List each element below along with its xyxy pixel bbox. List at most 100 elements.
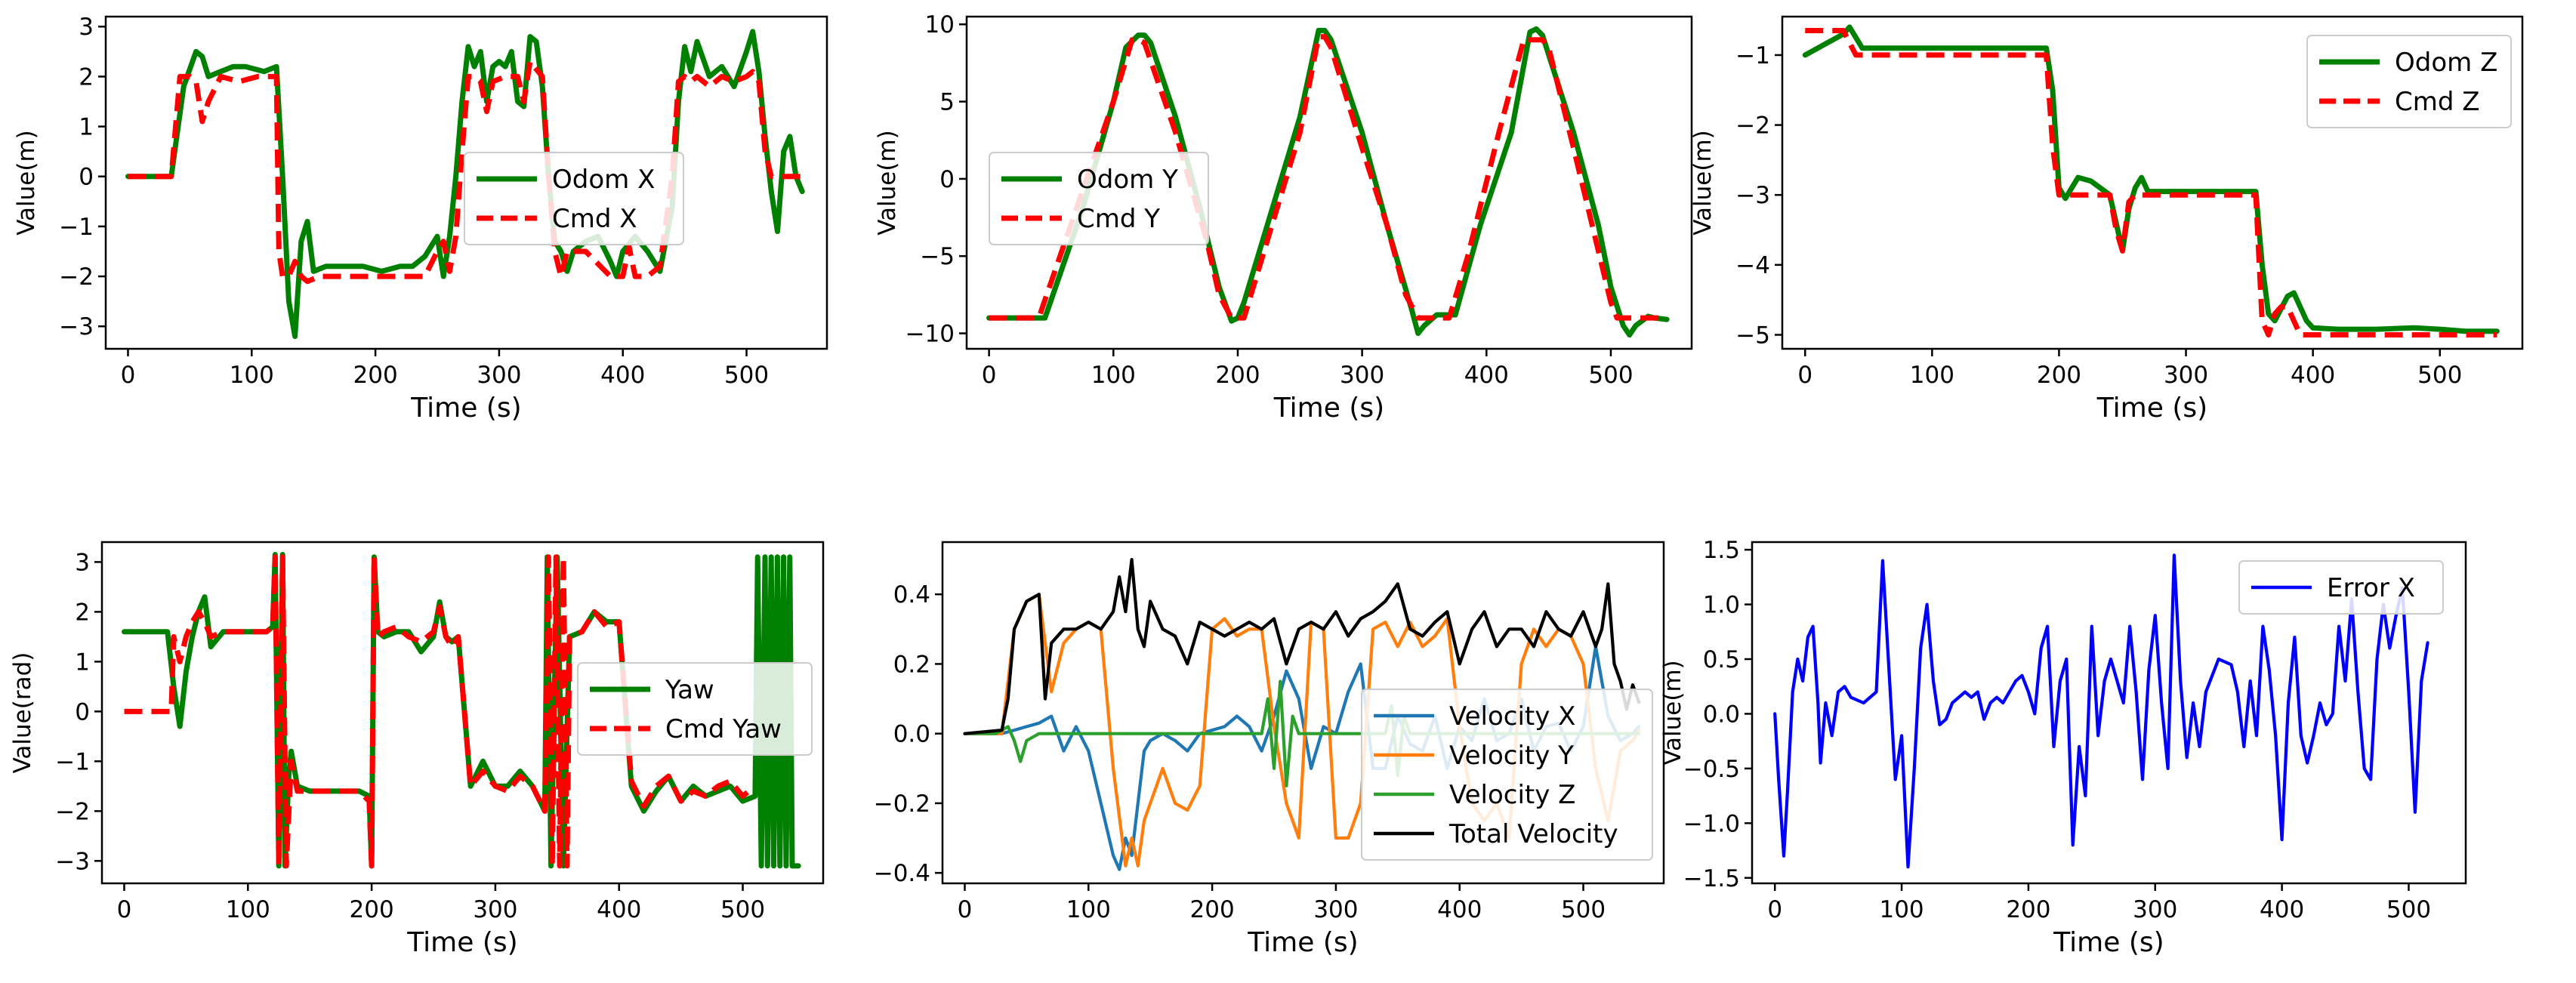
legend-label: Velocity X bbox=[1449, 701, 1575, 732]
y-tick-label: −2 bbox=[59, 263, 94, 291]
y-tick-label: −2 bbox=[1735, 112, 1770, 140]
y-tick-label: 2 bbox=[75, 599, 90, 626]
legend-label: Cmd Z bbox=[2395, 87, 2480, 117]
y-tick-label: −1 bbox=[59, 214, 94, 241]
y-tick-label: −1.0 bbox=[1683, 810, 1740, 837]
legend-box bbox=[577, 662, 813, 756]
x-tick-label: 200 bbox=[2037, 362, 2081, 389]
x-tick-label: 400 bbox=[600, 362, 645, 389]
y-tick-label: −1 bbox=[55, 748, 90, 775]
x-tick-label: 500 bbox=[2417, 362, 2462, 389]
axes-frame bbox=[100, 541, 825, 885]
legend-label: Odom Z bbox=[2395, 48, 2497, 78]
subplot-yaw: 0 100 200 300 400 500 −3 −2 −1 0 1 2 3 Time (s) Value(… bbox=[9, 541, 825, 958]
y-tick-label: 1.0 bbox=[1703, 592, 1740, 619]
x-axis-label: Time (s) bbox=[406, 927, 517, 958]
x-tick-label: 300 bbox=[2133, 896, 2177, 923]
plot-area bbox=[125, 29, 805, 339]
series-line-odom-y bbox=[986, 26, 1670, 338]
y-tick-label: 5 bbox=[939, 89, 955, 116]
x-tick-label: 500 bbox=[724, 362, 769, 389]
y-tick-label: 0 bbox=[79, 164, 94, 191]
x-tick-label: 300 bbox=[2164, 362, 2208, 389]
x-tick-label: 0 bbox=[958, 896, 973, 923]
legend: Error X bbox=[2238, 560, 2444, 615]
y-tick-label: 10 bbox=[925, 11, 955, 39]
plot-area bbox=[1802, 24, 2500, 337]
x-tick-label: 200 bbox=[1215, 362, 1260, 389]
axes-frame bbox=[104, 15, 828, 350]
x-tick-label: 500 bbox=[1588, 362, 1633, 389]
series-line-velocity-y bbox=[963, 593, 1641, 868]
y-tick-label: 0.4 bbox=[893, 581, 930, 609]
legend-label: Yaw bbox=[665, 675, 714, 705]
series-line-odom-x bbox=[125, 29, 805, 339]
x-tick-label: 200 bbox=[2006, 896, 2050, 923]
y-tick-label: 1.5 bbox=[1703, 537, 1740, 564]
x-tick-label: 200 bbox=[353, 362, 398, 389]
series-line-cmd-y bbox=[989, 34, 1667, 321]
legend: Velocity X Velocity Y Velocity Z Total Velo… bbox=[1361, 689, 1653, 861]
subplot-odom-y: 0 100 200 300 400 500 −10 −5 0 5 10 Time (s) Value(m… bbox=[874, 11, 1693, 424]
x-tick-label: 300 bbox=[477, 362, 521, 389]
legend: Odom Y Cmd Y bbox=[989, 152, 1209, 245]
subplot-error-x: 0 100 200 300 400 500 −1.5 −1.0 −0.5 0.0 0.5 1.0 1.5… bbox=[1659, 537, 2467, 958]
x-tick-label: 100 bbox=[1091, 362, 1136, 389]
axes-frame bbox=[965, 15, 1693, 350]
y-tick-label: 3 bbox=[75, 549, 90, 576]
x-tick-label: 400 bbox=[597, 896, 641, 923]
x-tick-label: 400 bbox=[2260, 896, 2304, 923]
plot-area bbox=[1773, 553, 2429, 869]
legend-box bbox=[2306, 35, 2512, 128]
y-tick-label: −0.4 bbox=[874, 860, 930, 887]
x-tick-label: 400 bbox=[1464, 362, 1509, 389]
legend-box bbox=[1361, 689, 1653, 861]
legend-label: Velocity Y bbox=[1449, 741, 1574, 771]
legend-label: Cmd Yaw bbox=[665, 714, 782, 744]
legend-box bbox=[2238, 560, 2444, 615]
legend-label: Odom Y bbox=[1077, 165, 1178, 195]
y-tick-label: −3 bbox=[1735, 182, 1770, 209]
x-axis-label: Time (s) bbox=[2053, 927, 2164, 958]
x-tick-label: 100 bbox=[1066, 896, 1111, 923]
series-line-total-velocity bbox=[963, 557, 1641, 735]
legend: Yaw Cmd Yaw bbox=[577, 662, 813, 756]
y-tick-label: 0.2 bbox=[893, 651, 930, 678]
y-tick-label: 2 bbox=[79, 63, 94, 91]
y-tick-label: −10 bbox=[905, 321, 955, 348]
x-tick-label: 100 bbox=[1910, 362, 1954, 389]
legend-box bbox=[464, 152, 684, 245]
y-tick-label: −3 bbox=[55, 848, 90, 875]
x-tick-label: 0 bbox=[1767, 896, 1782, 923]
x-tick-label: 500 bbox=[1561, 896, 1606, 923]
axes-frame bbox=[941, 541, 1665, 885]
x-tick-label: 300 bbox=[473, 896, 517, 923]
series-line-error-x bbox=[1773, 553, 2429, 869]
y-tick-label: −2 bbox=[55, 798, 90, 825]
axes-frame bbox=[1781, 15, 2524, 350]
legend-label: Total Velocity bbox=[1448, 819, 1618, 849]
x-tick-label: 0 bbox=[121, 362, 136, 389]
y-tick-label: −1.5 bbox=[1683, 865, 1740, 892]
y-tick-label: 0.0 bbox=[1703, 701, 1740, 728]
plot-area bbox=[986, 26, 1670, 338]
x-tick-label: 100 bbox=[226, 896, 270, 923]
y-tick-label: −0.2 bbox=[874, 790, 930, 818]
x-tick-label: 100 bbox=[230, 362, 274, 389]
x-axis-label: Time (s) bbox=[410, 393, 521, 424]
y-axis-label: Value(m) bbox=[13, 130, 40, 236]
y-tick-label: −0.5 bbox=[1683, 756, 1740, 783]
legend: Odom X Cmd X bbox=[464, 152, 684, 245]
legend: Odom Z Cmd Z bbox=[2306, 35, 2512, 128]
x-tick-label: 400 bbox=[2291, 362, 2335, 389]
x-tick-label: 300 bbox=[1313, 896, 1358, 923]
y-tick-label: 1 bbox=[79, 114, 94, 141]
x-axis-label: Time (s) bbox=[2096, 393, 2207, 424]
y-tick-label: 0.0 bbox=[893, 721, 930, 748]
legend-label: Odom X bbox=[552, 165, 655, 195]
series-line-odom-z bbox=[1802, 24, 2500, 334]
y-tick-label: −4 bbox=[1735, 252, 1770, 279]
y-tick-label: 0.5 bbox=[1703, 646, 1740, 673]
legend-box bbox=[989, 152, 1209, 245]
